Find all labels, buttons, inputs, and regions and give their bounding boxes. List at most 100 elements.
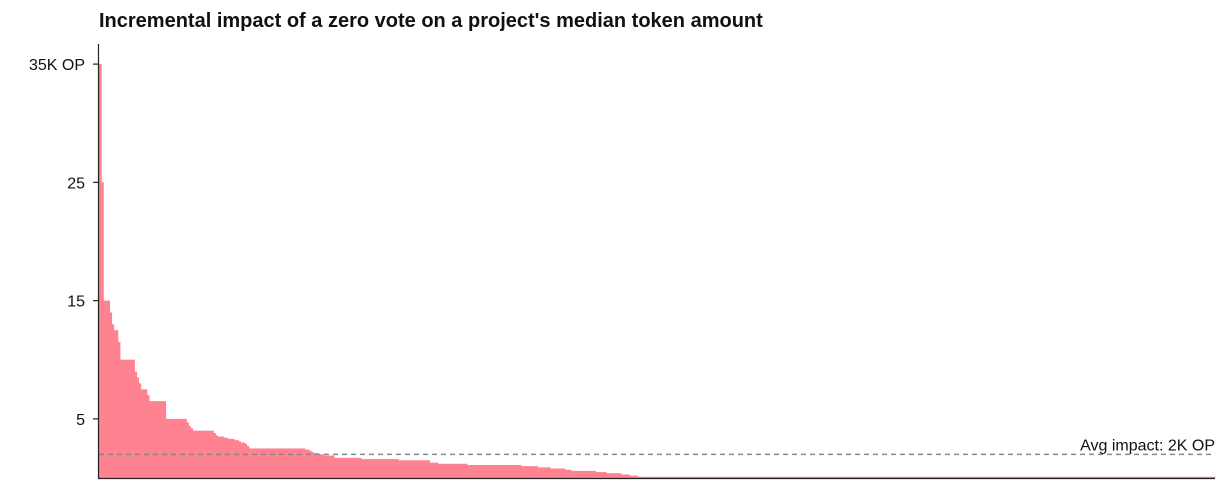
bar <box>849 476 852 478</box>
bar <box>157 401 160 478</box>
bar <box>963 476 967 478</box>
bar <box>1040 476 1044 478</box>
bar <box>171 418 175 478</box>
bar <box>936 476 940 478</box>
bar <box>275 448 279 478</box>
bar <box>155 401 158 478</box>
bar <box>180 418 183 478</box>
bar <box>269 448 273 478</box>
bar <box>668 476 672 478</box>
bar <box>720 476 724 478</box>
bar <box>223 437 227 478</box>
bar <box>423 460 426 478</box>
bar <box>676 476 680 478</box>
bar <box>259 448 262 478</box>
bar <box>560 468 564 478</box>
y-tick-label: 5 <box>76 412 85 429</box>
bar <box>651 476 655 478</box>
bar <box>547 467 551 478</box>
bar <box>843 476 846 478</box>
bar <box>576 470 580 478</box>
bar <box>425 460 428 478</box>
bar <box>256 448 260 478</box>
bar <box>1206 476 1210 478</box>
bar <box>1133 476 1137 478</box>
bar <box>525 466 528 478</box>
bar <box>123 359 127 478</box>
bar <box>1200 476 1204 478</box>
bar <box>809 476 813 478</box>
bar <box>1125 476 1129 478</box>
bar <box>604 472 607 478</box>
bar <box>709 476 713 478</box>
bar <box>859 476 863 478</box>
bar <box>313 453 316 478</box>
bar <box>655 476 659 478</box>
bar <box>996 476 1000 478</box>
bar <box>976 476 979 478</box>
bar <box>333 457 337 478</box>
bar <box>454 463 458 478</box>
bar <box>456 463 460 478</box>
bar <box>458 463 462 478</box>
average-impact-label: Avg impact: 2K OP <box>1080 437 1215 454</box>
bar <box>969 476 973 478</box>
bar <box>911 476 915 478</box>
bar <box>516 464 520 478</box>
bar <box>296 448 300 478</box>
bar <box>487 464 491 478</box>
bar <box>830 476 834 478</box>
bar <box>599 472 603 478</box>
bar <box>1119 476 1123 478</box>
bar <box>795 476 798 478</box>
bar <box>1013 476 1017 478</box>
bar <box>439 463 443 478</box>
bar <box>689 476 692 478</box>
bar <box>682 476 686 478</box>
bar <box>412 460 416 478</box>
bar <box>1034 476 1037 478</box>
bar <box>978 476 981 478</box>
bar <box>803 476 807 478</box>
bar <box>1096 476 1100 478</box>
bar-series <box>99 64 1216 479</box>
bar <box>421 460 424 478</box>
bar <box>768 476 771 478</box>
bar <box>888 476 892 478</box>
bar <box>400 460 404 478</box>
bar <box>389 459 393 478</box>
bar <box>1073 476 1077 478</box>
bar <box>660 476 663 478</box>
bar <box>1192 476 1195 478</box>
bar <box>1052 476 1056 478</box>
bar <box>734 476 738 478</box>
bar <box>217 436 221 478</box>
bar <box>213 433 216 478</box>
bar <box>820 476 823 478</box>
bar <box>971 476 975 478</box>
bar <box>101 182 104 479</box>
bar <box>828 476 832 478</box>
bar <box>1144 476 1148 478</box>
bar <box>645 476 649 478</box>
bar <box>473 464 476 478</box>
bar <box>890 476 894 478</box>
bar <box>1009 476 1012 478</box>
bar <box>932 476 936 478</box>
bar <box>666 476 670 478</box>
bar <box>901 476 904 478</box>
bar <box>992 476 996 478</box>
bar <box>718 476 721 478</box>
bar <box>851 476 854 478</box>
bar <box>512 464 516 478</box>
bar <box>1057 476 1060 478</box>
bar <box>292 448 295 478</box>
bar <box>601 472 605 478</box>
bar <box>354 457 358 478</box>
bar <box>917 476 921 478</box>
bar <box>628 475 632 478</box>
bar <box>1158 476 1162 478</box>
bar <box>984 476 987 478</box>
bar <box>857 476 861 478</box>
bar <box>279 448 283 478</box>
